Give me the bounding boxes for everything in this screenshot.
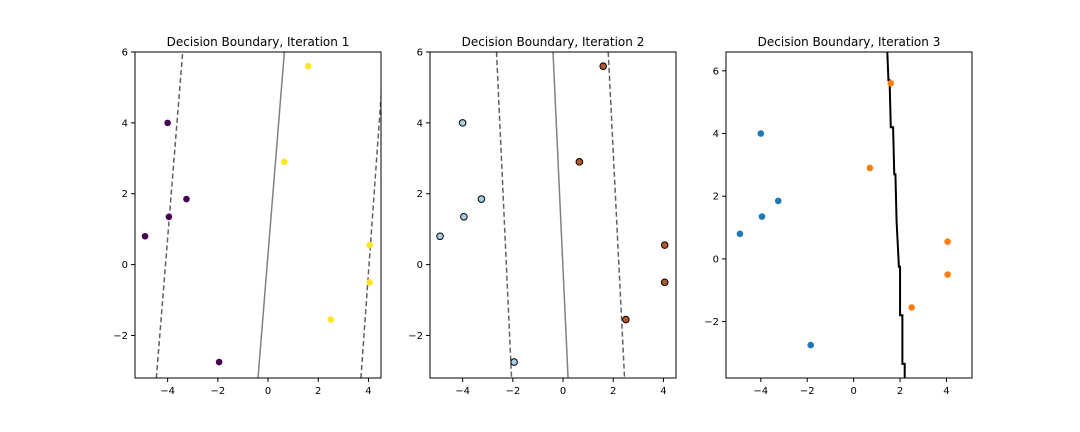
x-tick-label: −2 bbox=[800, 386, 815, 397]
plot-content bbox=[436, 52, 669, 378]
data-point-class-1 bbox=[575, 158, 584, 166]
data-point-class-0 bbox=[774, 197, 782, 205]
x-tick-label: 4 bbox=[660, 386, 666, 397]
axes-frame bbox=[725, 51, 973, 379]
y-tick-label: 6 bbox=[122, 48, 128, 59]
x-tick-label: −4 bbox=[160, 386, 175, 397]
y-tick-label: −2 bbox=[408, 331, 423, 342]
x-tick-label: 0 bbox=[265, 386, 271, 397]
y-tick-label: 4 bbox=[713, 129, 719, 140]
y-tick-label: 0 bbox=[713, 254, 719, 265]
margin-line bbox=[495, 52, 513, 378]
data-point-class-0 bbox=[141, 232, 149, 240]
data-point-class-1 bbox=[599, 62, 607, 70]
x-tick-label: −2 bbox=[505, 386, 520, 397]
x-tick-label: −4 bbox=[455, 386, 470, 397]
y-tick-label: 2 bbox=[122, 189, 128, 200]
chart-title: Decision Boundary, Iteration 3 bbox=[758, 35, 941, 49]
chart-panel-iteration-1: Decision Boundary, Iteration 1 −4 −2 0 2 4 −2… bbox=[113, 35, 382, 397]
plot-area bbox=[726, 52, 972, 378]
margin-line bbox=[360, 87, 381, 378]
y-tick-label: −2 bbox=[704, 317, 719, 328]
data-point-class-0 bbox=[164, 119, 171, 127]
data-point-class-0 bbox=[758, 213, 766, 220]
chart-title: Decision Boundary, Iteration 1 bbox=[167, 35, 350, 49]
chart-title: Decision Boundary, Iteration 2 bbox=[462, 35, 645, 49]
data-point-class-1 bbox=[660, 278, 669, 287]
data-point-class-0 bbox=[165, 213, 173, 221]
y-tick-label: −2 bbox=[113, 331, 128, 342]
plot-area bbox=[430, 52, 676, 378]
data-point-class-1 bbox=[944, 238, 951, 245]
y-tick-label: 2 bbox=[417, 189, 423, 200]
data-point-class-1 bbox=[304, 62, 312, 70]
data-point-class-1 bbox=[281, 158, 288, 166]
x-tick-label: −4 bbox=[753, 386, 768, 397]
x-tick-label: 2 bbox=[897, 386, 903, 397]
data-point-class-1 bbox=[908, 304, 915, 311]
plot-content bbox=[141, 52, 381, 378]
y-tick-label: 2 bbox=[713, 192, 719, 203]
x-tick-label: 2 bbox=[610, 386, 616, 397]
plot-area bbox=[135, 52, 381, 378]
data-point-class-0 bbox=[757, 130, 765, 137]
x-tick-label: 4 bbox=[365, 386, 371, 397]
decision-boundary-line bbox=[886, 52, 906, 378]
y-tick-label: 6 bbox=[713, 66, 719, 77]
data-point-class-1 bbox=[366, 241, 373, 249]
y-tick-label: 6 bbox=[417, 48, 423, 59]
data-point-class-1 bbox=[866, 164, 874, 172]
x-tick-label: 2 bbox=[315, 386, 321, 397]
data-point-class-1 bbox=[944, 271, 951, 278]
y-tick-label: 0 bbox=[122, 260, 128, 271]
y-tick-label: 4 bbox=[122, 118, 128, 129]
data-point-class-0 bbox=[436, 232, 444, 241]
data-point-class-0 bbox=[477, 195, 486, 203]
x-tick-label: 0 bbox=[560, 386, 566, 397]
axes-frame bbox=[429, 51, 677, 379]
chart-panel-iteration-2: Decision Boundary, Iteration 2 −4 −2 0 2 4 −2… bbox=[408, 35, 677, 397]
y-tick-label: 0 bbox=[417, 260, 423, 271]
data-point-class-0 bbox=[183, 195, 190, 203]
data-point-class-0 bbox=[807, 341, 815, 349]
axes-frame bbox=[134, 51, 382, 379]
decision-boundary-line bbox=[257, 52, 286, 378]
data-point-class-1 bbox=[887, 80, 895, 87]
data-point-class-0 bbox=[460, 212, 468, 221]
decision-boundary-line bbox=[552, 52, 569, 378]
x-tick-label: 0 bbox=[850, 386, 856, 397]
x-tick-label: 4 bbox=[943, 386, 949, 397]
x-tick-label: −2 bbox=[210, 386, 225, 397]
data-point-class-0 bbox=[736, 230, 744, 238]
data-point-class-1 bbox=[660, 241, 669, 249]
data-point-class-0 bbox=[510, 358, 518, 366]
data-point-class-0 bbox=[215, 358, 223, 366]
data-point-class-0 bbox=[458, 119, 467, 127]
data-point-class-1 bbox=[327, 316, 335, 323]
data-point-class-1 bbox=[366, 279, 373, 286]
chart-panel-iteration-3: Decision Boundary, Iteration 3 −4 −2 0 2 4 −2… bbox=[704, 35, 973, 397]
data-point-class-1 bbox=[622, 315, 630, 324]
margin-line bbox=[607, 52, 626, 378]
y-tick-label: 4 bbox=[417, 118, 423, 129]
plot-content bbox=[736, 52, 951, 378]
